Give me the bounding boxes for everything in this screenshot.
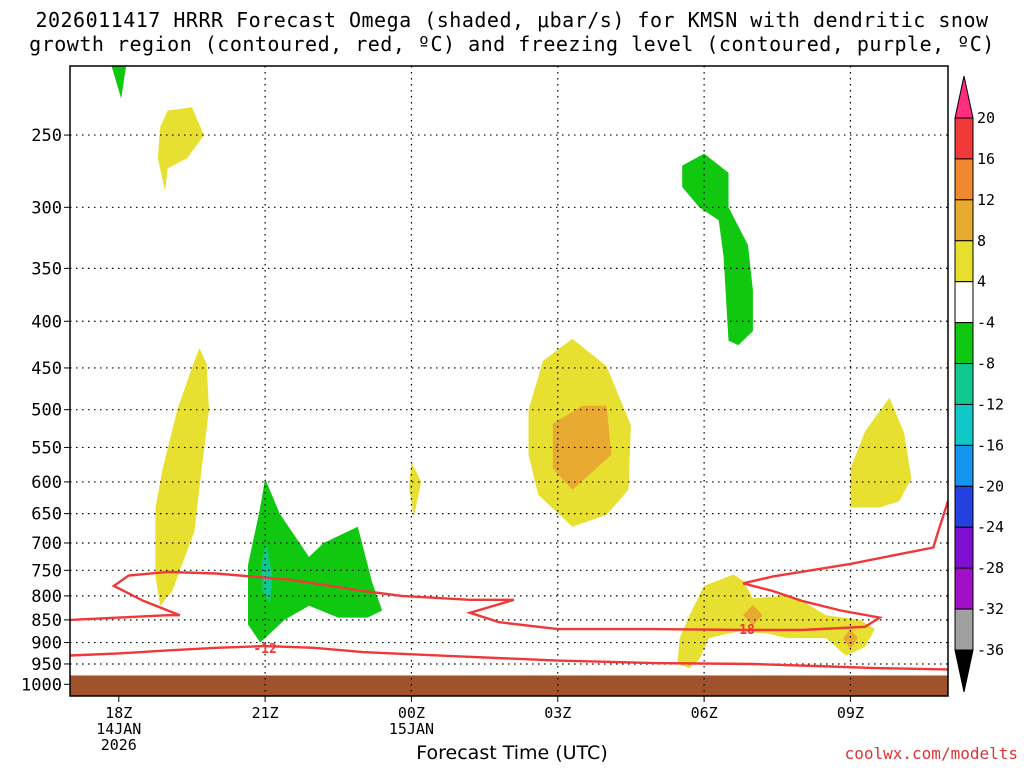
colorbar-label-10: -24 (977, 518, 1004, 536)
colorbar-label-9: -20 (977, 477, 1004, 495)
x-tick-label-00Z: 00Z (398, 704, 425, 722)
omega-green-top-left (111, 66, 127, 99)
ground-surface (70, 675, 948, 696)
colorbar-box-3 (954, 240, 974, 283)
omega-orange-06z-small-1 (743, 604, 763, 626)
colorbar-box-7 (954, 403, 974, 446)
x-axis-label: Forecast Time (UTC) (416, 742, 608, 764)
y-tick-label-450: 450 (31, 359, 62, 379)
chart-title-line-1: 2026011417 HRRR Forecast Omega (shaded, … (35, 8, 989, 32)
y-tick-label-700: 700 (31, 534, 62, 554)
colorbar-top-arrow (954, 75, 974, 119)
colorbar-box-12 (954, 608, 974, 651)
x-tick-label-06Z: 06Z (691, 704, 718, 722)
colorbar-box-6 (954, 363, 974, 405)
colorbar-label-13: -36 (977, 641, 1004, 659)
contour-minus-12 (70, 644, 948, 671)
y-tick-label-750: 750 (31, 561, 62, 581)
colorbar-label-0: 20 (977, 109, 995, 127)
colorbar-label-12: -32 (977, 600, 1004, 618)
omega-yellow-00z-blob (409, 461, 422, 517)
colorbar-box-9 (954, 485, 974, 528)
colorbar-label-3: 8 (977, 232, 986, 250)
colorbar-label-6: -8 (977, 355, 995, 373)
colorbar-label-11: -28 (977, 559, 1004, 577)
colorbar-box-11 (954, 567, 974, 610)
x-tick-label-09Z: 09Z (837, 704, 864, 722)
y-tick-label-350: 350 (31, 259, 62, 279)
contour-minus-18 (70, 500, 948, 632)
contour-minus-18-label: -18 (731, 623, 755, 638)
y-tick-label-600: 600 (31, 473, 62, 493)
colorbar-box-5 (954, 322, 974, 365)
omega-yellow-left-column (155, 348, 209, 606)
y-tick-label-250: 250 (31, 126, 62, 146)
colorbar-box-2 (954, 199, 974, 242)
colorbar-label-2: 12 (977, 191, 995, 209)
colorbar-bottom-arrow (954, 649, 974, 693)
y-tick-label-650: 650 (31, 505, 62, 525)
x-tick-date-00Z: 15JAN (389, 720, 434, 738)
plot-frame (69, 65, 949, 697)
colorbar-box-1 (954, 158, 974, 201)
x-tick-label-18Z: 18Z (105, 704, 132, 722)
omega-orange-03z (552, 405, 612, 490)
colorbar-box-4 (954, 281, 974, 324)
omega-green-21z (248, 478, 383, 643)
colorbar-box-8 (954, 444, 974, 487)
x-tick-date-18Z: 14JAN (96, 720, 141, 738)
credit-link[interactable]: coolwx.com/modelts (844, 744, 1018, 763)
y-tick-label-400: 400 (31, 312, 62, 332)
y-tick-label-550: 550 (31, 438, 62, 458)
omega-orange-06z-small-2 (843, 629, 858, 650)
y-tick-label-850: 850 (31, 611, 62, 631)
colorbar-box-10 (954, 526, 974, 569)
contour-minus-12-label: -12 (253, 642, 276, 657)
y-tick-label-800: 800 (31, 587, 62, 607)
omega-yellow-09z (850, 397, 912, 508)
y-tick-label-500: 500 (31, 401, 62, 421)
colorbar-box-0 (954, 117, 974, 160)
chart-title-line-2: growth region (contoured, red, ºC) and f… (29, 32, 995, 56)
omega-yellow-upper-left (157, 107, 205, 192)
x-tick-label-03Z: 03Z (544, 704, 571, 722)
y-tick-label-1000: 1000 (21, 675, 62, 695)
x-tick-year-18Z: 2026 (101, 736, 137, 754)
colorbar-label-8: -16 (977, 436, 1004, 454)
x-tick-label-21Z: 21Z (252, 704, 279, 722)
colorbar-label-7: -12 (977, 395, 1004, 413)
colorbar-label-1: 16 (977, 150, 995, 168)
colorbar-label-5: -4 (977, 314, 995, 332)
omega-green-06z-upper (682, 153, 753, 346)
y-tick-label-300: 300 (31, 198, 62, 218)
omega-yellow-06z-lower (677, 574, 875, 669)
colorbar-label-4: 4 (977, 273, 986, 291)
y-tick-label-900: 900 (31, 634, 62, 654)
y-tick-label-950: 950 (31, 655, 62, 675)
omega-teal-21z (261, 543, 273, 604)
